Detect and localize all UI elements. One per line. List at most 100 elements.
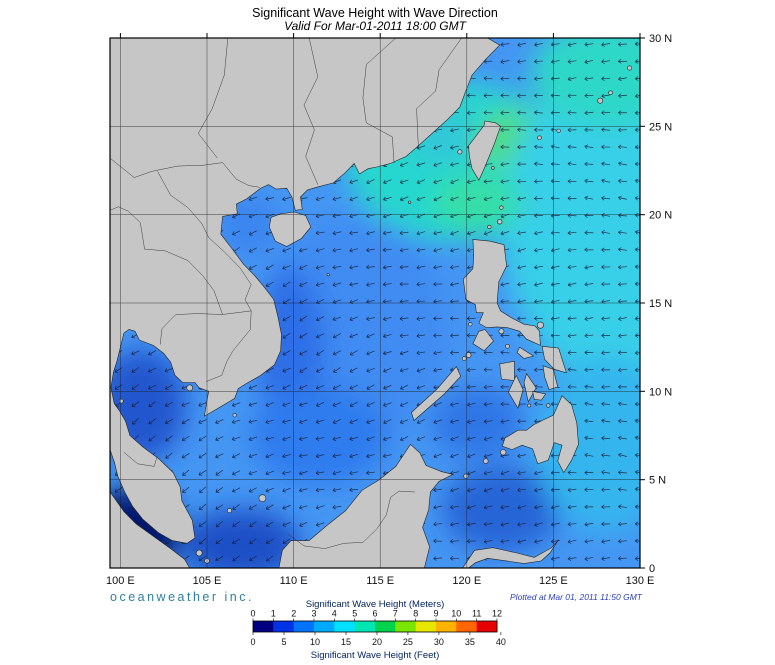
island — [505, 343, 510, 349]
x-tick-label: 105 E — [193, 575, 222, 587]
legend-meters-tick: 9 — [433, 609, 438, 619]
legend-feet-tick: 0 — [250, 637, 255, 647]
legend-colorbar: 0 1 2 3 4 5 6 7 8 9 10 11 120 5 10 15 20 25 30 35 40 — [250, 609, 505, 648]
y-tick-label: 15 N — [649, 298, 672, 310]
island — [326, 273, 330, 277]
island — [119, 398, 124, 404]
land-hainan — [268, 211, 312, 247]
legend-feet-tick: 25 — [403, 637, 413, 647]
land-sulawesi — [462, 539, 559, 568]
legend-meters-tick: 6 — [372, 609, 377, 619]
legend-meters-tick: 12 — [492, 609, 502, 619]
country-border — [203, 162, 260, 188]
land-cebu — [523, 373, 537, 403]
land-mainland-asia — [110, 38, 501, 544]
legend-feet-label: Significant Wave Height (Feet) — [311, 650, 439, 661]
country-border — [157, 171, 252, 382]
x-tick-label: 115 E — [366, 575, 394, 587]
oceanweather-branding: oceanweather inc. — [110, 590, 254, 604]
axis-ticks — [119, 33, 645, 569]
island — [499, 205, 504, 210]
legend-meters-tick: 4 — [332, 609, 337, 619]
island — [232, 413, 237, 418]
y-tick-label: 20 N — [649, 210, 672, 222]
island — [195, 549, 203, 557]
land-borneo — [278, 443, 454, 568]
x-tick-label: 110 E — [280, 575, 308, 587]
legend-feet-tick: 5 — [281, 637, 286, 647]
y-tick-label: 25 N — [649, 121, 672, 133]
x-tick-label: 125 E — [539, 575, 568, 587]
chart-subtitle: Valid For Mar-01-2011 18:00 GMT — [284, 19, 468, 33]
land-palawan — [411, 366, 462, 422]
island — [597, 97, 604, 104]
country-border — [110, 206, 223, 315]
grid-lines — [110, 38, 640, 568]
map-frame — [109, 37, 641, 569]
island — [457, 149, 463, 155]
x-tick-label: 120 E — [452, 575, 481, 587]
legend-feet-tick: 40 — [496, 637, 506, 647]
country-border — [198, 38, 229, 159]
country-border — [362, 38, 396, 164]
legend-meters-tick: 11 — [472, 609, 481, 619]
island — [408, 200, 412, 204]
legend-feet-tick: 20 — [372, 637, 382, 647]
legend-meters-tick: 1 — [271, 609, 276, 619]
land-masses — [110, 38, 633, 568]
legend-meters-tick: 2 — [291, 609, 296, 619]
land-sumatra — [110, 491, 191, 568]
chart-title: Significant Wave Height with Wave Direct… — [252, 6, 498, 20]
island — [497, 219, 503, 225]
island — [258, 494, 267, 503]
legend-meters-tick: 0 — [250, 609, 255, 619]
island — [500, 449, 507, 456]
land-mindanao — [501, 395, 579, 474]
axis-labels: 100 E 105 E 110 E 115 E 120 E 125 E 130 E0 5 N 1… — [106, 33, 672, 587]
x-tick-label: 100 E — [106, 575, 135, 587]
legend-meters-tick: 5 — [352, 609, 357, 619]
country-border — [287, 490, 415, 549]
legend-meters-tick: 10 — [451, 609, 461, 619]
country-border — [110, 157, 204, 178]
land-taiwan — [468, 120, 501, 181]
country-border — [159, 310, 252, 345]
country-border — [416, 38, 462, 146]
island — [627, 65, 633, 71]
y-tick-label: 0 — [649, 563, 655, 575]
map-generated-layers: 100 E 105 E 110 E 115 E 120 E 125 E 130 E05 N1… — [106, 33, 672, 648]
island — [498, 328, 505, 335]
island — [546, 403, 551, 408]
country-border — [123, 452, 158, 467]
x-tick-label: 130 E — [626, 575, 655, 587]
legend-feet-tick: 30 — [434, 637, 444, 647]
island — [465, 352, 472, 358]
land-panay — [499, 360, 515, 382]
legend-meters-label: Significant Wave Height (Meters) — [306, 599, 445, 610]
legend-meters-tick: 8 — [413, 609, 418, 619]
island — [461, 356, 467, 361]
legend-feet-tick: 10 — [310, 637, 320, 647]
island — [186, 384, 193, 392]
land-bohol — [532, 390, 547, 401]
island — [536, 321, 544, 329]
land-luzon — [462, 239, 541, 346]
land-samar — [541, 345, 567, 374]
island — [487, 224, 492, 230]
land-mindoro — [472, 329, 494, 352]
island — [490, 166, 495, 170]
legend-meters-tick: 3 — [311, 609, 316, 619]
land-negros — [508, 374, 524, 409]
legend-feet-tick: 15 — [341, 637, 351, 647]
y-tick-label: 30 N — [649, 33, 672, 45]
land-masbate — [516, 346, 535, 359]
island — [227, 508, 233, 514]
island — [608, 90, 613, 96]
legend-meters-tick: 7 — [393, 609, 398, 619]
country-border — [303, 38, 319, 185]
island — [527, 403, 532, 408]
plotted-timestamp: Plotted at Mar 01, 2011 11:50 GMT — [510, 592, 643, 602]
y-tick-label: 5 N — [649, 475, 666, 487]
